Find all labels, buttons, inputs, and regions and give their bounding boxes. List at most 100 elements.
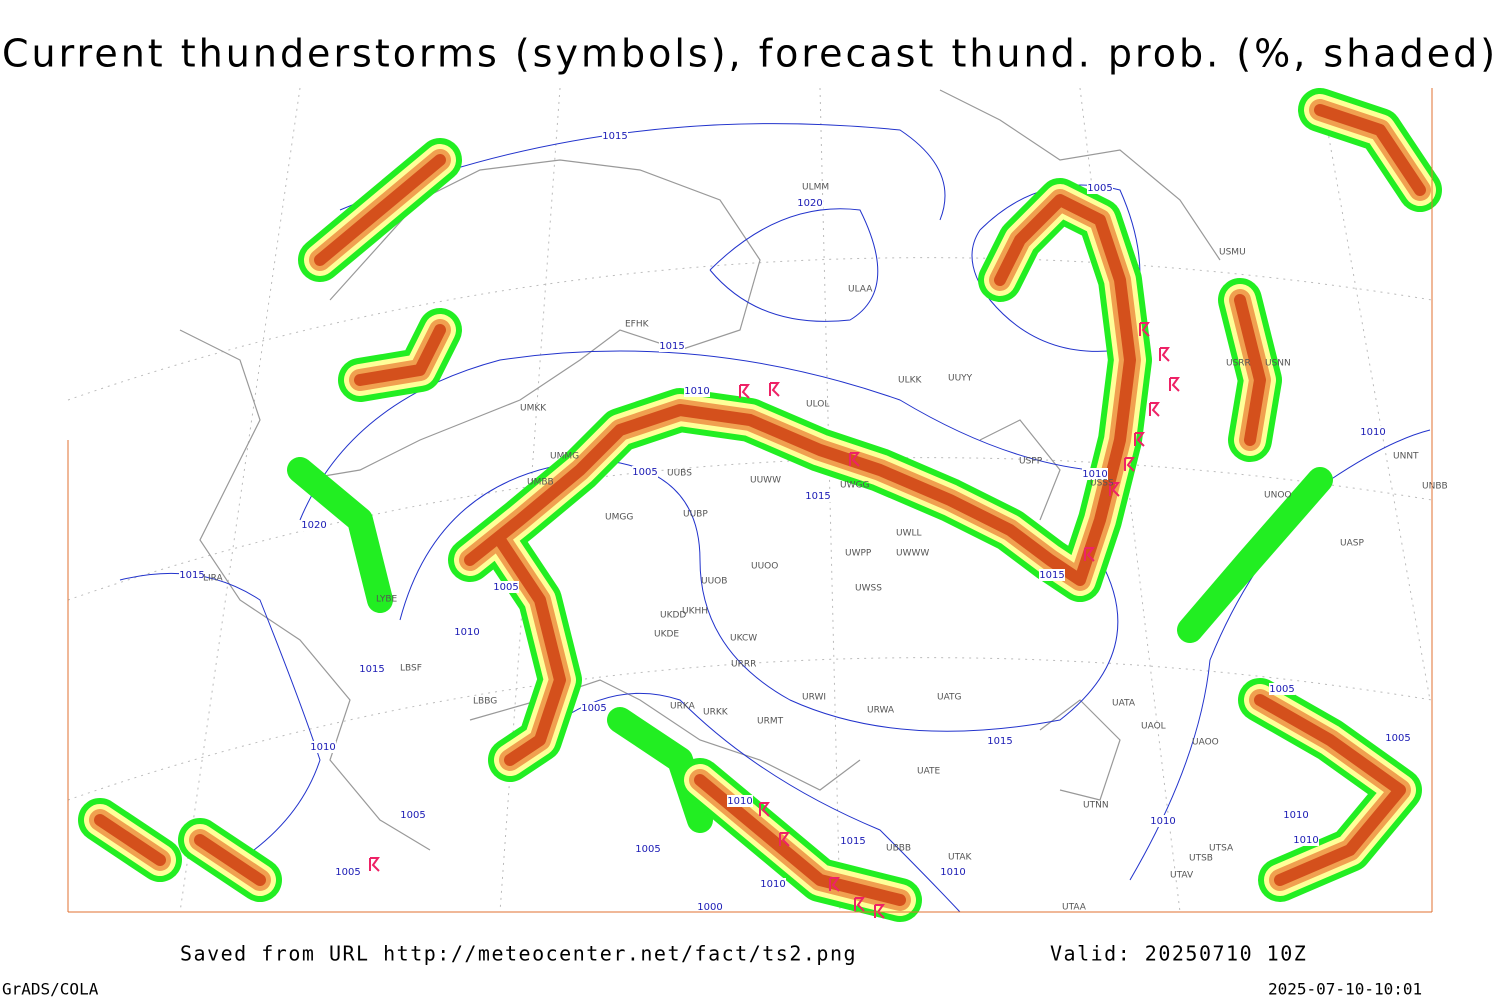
thunderstorm-symbol bbox=[854, 897, 865, 912]
storm-band bbox=[494, 534, 566, 766]
station-code: UTAA bbox=[1062, 903, 1087, 913]
station-code: UNOO bbox=[1264, 491, 1292, 501]
station-code: UUWW bbox=[750, 476, 781, 486]
storm-band bbox=[1234, 294, 1266, 446]
isobar-label-bg bbox=[493, 581, 519, 593]
isobar-label: 1005 bbox=[635, 844, 660, 855]
station-code: UWWW bbox=[896, 549, 929, 559]
station-code: UNNT bbox=[1393, 452, 1419, 462]
thunderstorm-symbols bbox=[369, 322, 1180, 919]
station-code: UTSB bbox=[1189, 854, 1213, 864]
station-code: UUOO bbox=[751, 562, 778, 572]
station-code: URRR bbox=[731, 660, 756, 670]
isobar-label-bg bbox=[797, 197, 823, 209]
storm-band bbox=[1314, 104, 1426, 196]
isobar-label-bg bbox=[1293, 834, 1319, 846]
isobar-label: 1015 bbox=[805, 491, 830, 502]
isobar-label-bg bbox=[1087, 182, 1113, 194]
station-code: UUBP bbox=[683, 510, 708, 520]
station-code: URKK bbox=[703, 708, 729, 718]
isobar-label-bg bbox=[987, 735, 1013, 747]
thunderstorm-symbol bbox=[849, 452, 860, 467]
isobar-label-bg bbox=[301, 519, 327, 531]
isobar-label: 1010 bbox=[684, 386, 709, 397]
station-code: UWGG bbox=[840, 481, 869, 491]
isobar-label-bg bbox=[400, 809, 426, 821]
isobar-label: 1015 bbox=[840, 836, 865, 847]
isobar-label-bg bbox=[1269, 683, 1295, 695]
isobar-label: 1010 bbox=[1360, 427, 1385, 438]
station-code: ULMM bbox=[802, 183, 829, 193]
station-code: UNBB bbox=[1422, 482, 1448, 492]
station-code: UTNN bbox=[1083, 801, 1109, 811]
station-code: URMT bbox=[757, 717, 784, 727]
software: GrADS/COLA bbox=[2, 980, 99, 999]
isobar-label-bg bbox=[840, 835, 866, 847]
isobar-label: 1010 bbox=[1082, 469, 1107, 480]
isobar-label: 1010 bbox=[1150, 816, 1175, 827]
storm-band bbox=[1254, 694, 1406, 886]
isobar-label: 1020 bbox=[301, 520, 326, 531]
thunderstorm-symbol bbox=[1109, 482, 1120, 497]
valid-time: Valid: 20250710 10Z bbox=[1050, 942, 1307, 966]
isobar-label: 1005 bbox=[632, 467, 657, 478]
isobar-label: 1010 bbox=[1283, 810, 1308, 821]
isobar-label-bg bbox=[727, 795, 753, 807]
station-code: UMGG bbox=[605, 513, 633, 523]
storm-band bbox=[94, 814, 166, 866]
thunderstorm-symbol bbox=[369, 857, 380, 872]
station-code: UKDD bbox=[660, 611, 686, 621]
isobar-label: 1005 bbox=[1087, 183, 1112, 194]
isobar-label-bg bbox=[602, 130, 628, 142]
isobar-label: 1010 bbox=[1293, 835, 1318, 846]
thunderstorm-symbol bbox=[779, 832, 790, 847]
isobar-label: 1010 bbox=[310, 742, 335, 753]
isobar-label-bg bbox=[805, 490, 831, 502]
isobar-label: 1015 bbox=[1039, 570, 1064, 581]
storm-band bbox=[194, 834, 266, 886]
station-code: UMKK bbox=[520, 404, 547, 414]
isobar-label-bg bbox=[1039, 569, 1065, 581]
isobar-label-bg bbox=[1082, 468, 1108, 480]
title: Current thunderstorms (symbols), forecas… bbox=[2, 32, 1498, 76]
isobar-label-bg bbox=[632, 466, 658, 478]
station-code: UBBB bbox=[886, 844, 911, 854]
isobar-label: 1000 bbox=[697, 902, 722, 913]
storm-band bbox=[314, 154, 446, 266]
station-code: USMU bbox=[1219, 248, 1246, 258]
station-code: UWPP bbox=[845, 549, 872, 559]
station-code: UKDE bbox=[654, 630, 679, 640]
station-code: LBBG bbox=[473, 697, 497, 707]
station-code: ULAA bbox=[848, 285, 873, 295]
isobar-label-bg bbox=[335, 866, 361, 878]
isobar-label-bg bbox=[1283, 809, 1309, 821]
isobar-label: 1005 bbox=[335, 867, 360, 878]
thunderstorm-symbol bbox=[1139, 322, 1150, 337]
thunderstorm-symbol bbox=[1084, 547, 1095, 562]
station-code: UAOL bbox=[1141, 722, 1166, 732]
station-code: UATE bbox=[917, 767, 941, 777]
isobar-label: 1015 bbox=[359, 664, 384, 675]
station-code: LYBE bbox=[376, 595, 397, 605]
isobar-label: 1015 bbox=[987, 736, 1012, 747]
station-code: UATG bbox=[937, 693, 962, 703]
isobar-label-bg bbox=[635, 843, 661, 855]
isobar-label-bg bbox=[760, 878, 786, 890]
station-code: UWSS bbox=[855, 584, 882, 594]
isobar-label-bg bbox=[697, 901, 723, 913]
thunderstorm-symbol bbox=[1124, 457, 1135, 472]
station-code: URWA bbox=[867, 706, 895, 716]
isobar-label-bg bbox=[940, 866, 966, 878]
station-code: USRR bbox=[1226, 359, 1251, 369]
station-code: UUBS bbox=[667, 469, 692, 479]
isobar-label: 1010 bbox=[940, 867, 965, 878]
map-frame bbox=[68, 88, 1432, 912]
isobar-label: 1005 bbox=[1269, 684, 1294, 695]
isobar-label-bg bbox=[179, 569, 205, 581]
isobar-label-bg bbox=[1150, 815, 1176, 827]
station-code: USNN bbox=[1265, 359, 1291, 369]
station-code: UTAV bbox=[1170, 871, 1194, 881]
station-code: UASP bbox=[1340, 539, 1364, 549]
isobar-label-bg bbox=[1385, 732, 1411, 744]
